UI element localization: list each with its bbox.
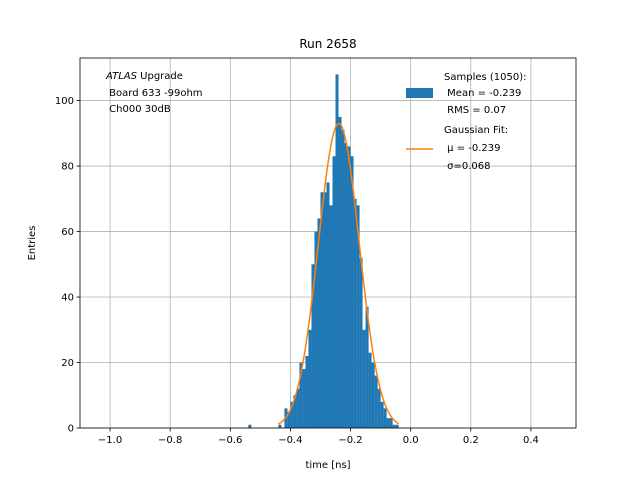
annotation-line-2: Board 633 -99ohm xyxy=(106,88,203,99)
histogram-bar xyxy=(323,192,327,428)
histogram-bar xyxy=(335,74,339,429)
y-tick-label: 60 xyxy=(61,227,74,238)
annotation-line-1: ATLAS Upgrade xyxy=(105,71,183,82)
histogram-bar xyxy=(332,156,336,428)
histogram-bar xyxy=(389,418,393,428)
histogram-bar xyxy=(326,182,330,428)
histogram-bar xyxy=(395,424,399,428)
legend: Samples (1050): Mean = -0.239 RMS = 0.07… xyxy=(406,72,527,172)
histogram-bar xyxy=(314,231,318,428)
y-tick-label: 0 xyxy=(68,424,74,435)
histogram-bar xyxy=(287,411,291,428)
x-tick-label: −0.8 xyxy=(158,435,182,446)
histogram-bar xyxy=(368,352,372,428)
histogram-bar xyxy=(296,388,300,428)
histogram-bar xyxy=(371,362,375,428)
y-tick-label: 20 xyxy=(61,358,74,369)
y-tick-label: 100 xyxy=(55,96,74,107)
y-axis-ticks: 0 20 40 60 80 100 xyxy=(55,96,80,435)
histogram-bar xyxy=(293,395,297,428)
histogram-bar xyxy=(290,401,294,428)
legend-hist-line-3: RMS = 0.07 xyxy=(444,105,506,116)
legend-fit-line-3: σ=0.068 xyxy=(444,161,491,172)
histogram-bar xyxy=(320,192,324,428)
chart-title: Run 2658 xyxy=(299,37,356,51)
histogram-bar xyxy=(311,264,315,428)
annotation-atlas: ATLAS xyxy=(105,71,138,82)
histogram-bar xyxy=(278,424,282,428)
histogram-bar xyxy=(341,130,345,428)
histogram-bar xyxy=(344,143,348,428)
histogram-bar xyxy=(362,329,366,428)
histogram-bar xyxy=(350,156,354,428)
histogram-bar xyxy=(356,205,360,428)
legend-fit-line-1: Gaussian Fit: xyxy=(444,125,508,136)
histogram-bar xyxy=(347,146,351,428)
histogram-bar xyxy=(353,198,357,428)
x-tick-label: −1.0 xyxy=(98,435,122,446)
x-tick-label: −0.6 xyxy=(218,435,242,446)
legend-hist-swatch xyxy=(406,88,433,98)
histogram-bar xyxy=(302,369,306,428)
histogram-bar xyxy=(392,424,396,428)
x-tick-label: −0.2 xyxy=(338,435,362,446)
x-tick-label: 0.0 xyxy=(403,435,419,446)
histogram-bar xyxy=(299,362,303,428)
x-tick-label: 0.2 xyxy=(463,435,479,446)
gaussian-fit-curve xyxy=(278,122,400,425)
histogram-bar xyxy=(338,116,342,428)
histogram-bar xyxy=(374,375,378,428)
histogram-bar xyxy=(305,355,309,428)
y-axis-label: Entries xyxy=(27,226,38,261)
atlas-annotation: ATLAS Upgrade Board 633 -99ohm Ch000 30d… xyxy=(105,71,203,115)
histogram-bar xyxy=(359,257,363,428)
histogram-bar xyxy=(317,218,321,428)
x-axis-label: time [ns] xyxy=(305,460,350,471)
histogram-bar xyxy=(365,306,369,428)
axes-frame xyxy=(79,57,577,429)
y-tick-label: 80 xyxy=(61,162,74,173)
histogram-bars xyxy=(248,74,399,429)
x-axis-ticks: −1.0 −0.8 −0.6 −0.4 −0.2 0.0 0.2 0.4 xyxy=(98,428,539,446)
histogram-bar xyxy=(308,329,312,428)
histogram-bar xyxy=(329,205,333,428)
x-tick-label: 0.4 xyxy=(523,435,539,446)
legend-hist-line-2: Mean = -0.239 xyxy=(444,88,521,99)
histogram-bar xyxy=(248,424,252,428)
histogram-bar xyxy=(380,401,384,428)
legend-hist-line-1: Samples (1050): xyxy=(444,72,527,83)
annotation-line-3: Ch000 30dB xyxy=(106,104,171,115)
annotation-upgrade: Upgrade xyxy=(137,71,183,82)
histogram-bar xyxy=(377,388,381,428)
x-tick-label: −0.4 xyxy=(278,435,302,446)
legend-fit-line-2: μ = -0.239 xyxy=(444,143,501,154)
y-tick-label: 40 xyxy=(61,293,74,304)
histogram-bar xyxy=(383,408,387,428)
histogram-bar xyxy=(386,418,390,428)
